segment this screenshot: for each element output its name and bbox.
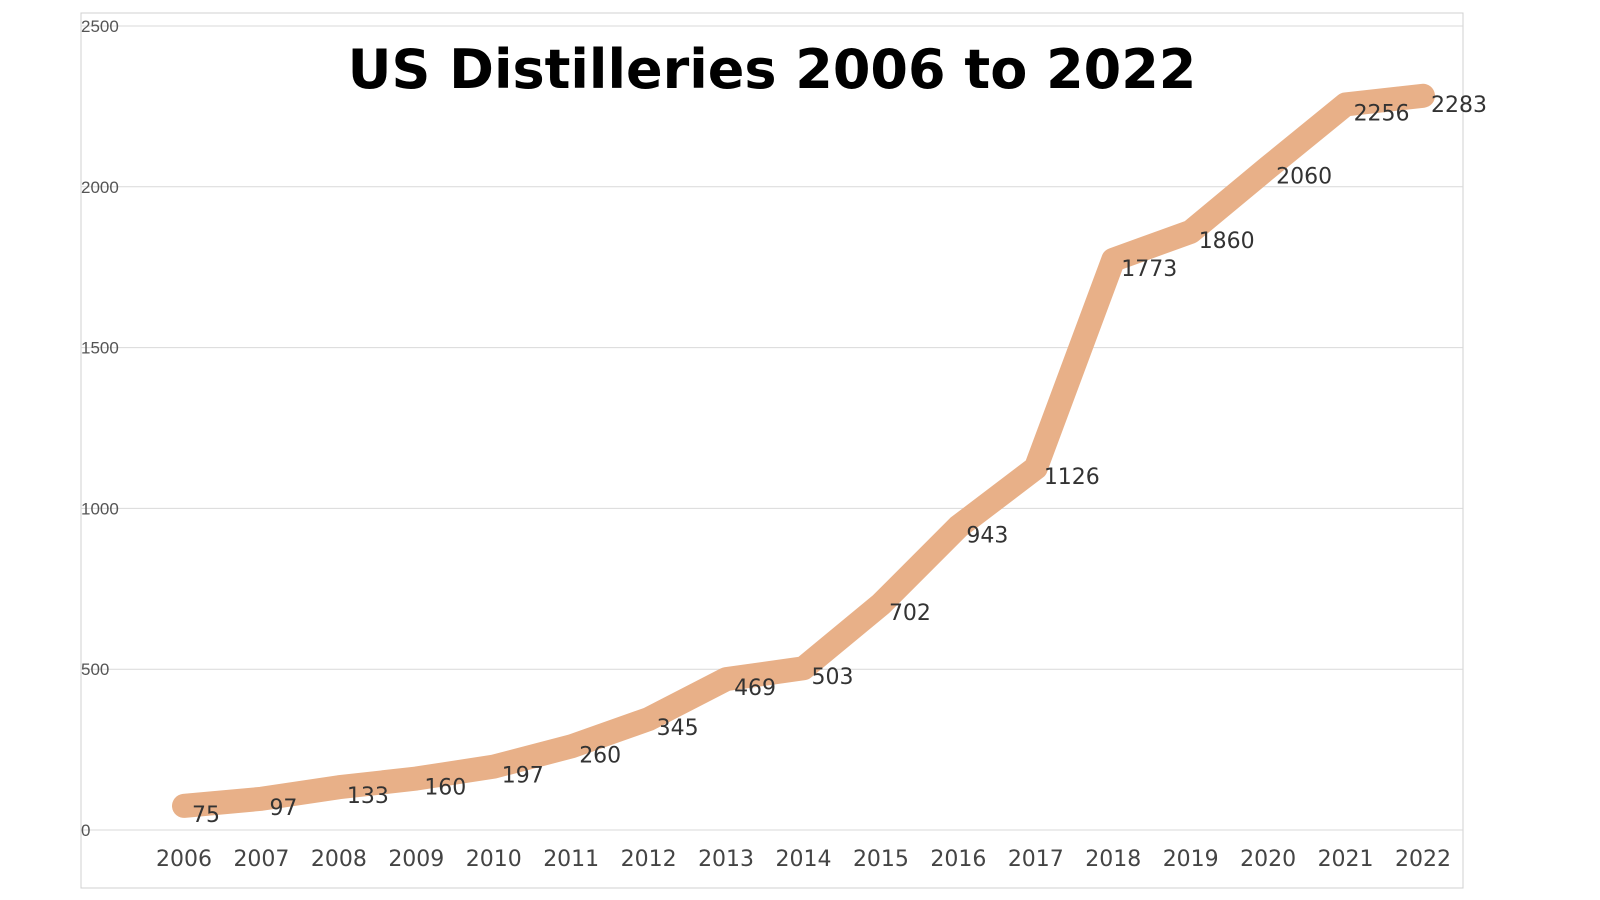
x-tick-label: 2012	[621, 847, 677, 872]
x-tick-label: 2010	[466, 847, 522, 872]
data-label: 2256	[1354, 101, 1410, 126]
data-label: 2060	[1276, 165, 1332, 190]
gridlines	[81, 25, 1463, 831]
data-label: 160	[424, 776, 466, 801]
x-tick-label: 2013	[698, 847, 754, 872]
series-line	[172, 83, 1435, 818]
data-labels: 75 97 133 160 197 260 345 469 503 702 943 1126 1773 1…	[192, 93, 1487, 828]
data-label: 1773	[1121, 257, 1177, 282]
y-tick-label: 1000	[81, 499, 119, 518]
x-tick-label: 2007	[233, 847, 289, 872]
x-tick-label: 2008	[311, 847, 367, 872]
data-label: 260	[579, 743, 621, 768]
data-label: 943	[966, 524, 1008, 549]
data-label: 1860	[1199, 229, 1255, 254]
chart-frame	[80, 12, 1464, 889]
x-tick-label: 2015	[853, 847, 909, 872]
x-tick-label: 2009	[388, 847, 444, 872]
x-tick-label: 2020	[1240, 847, 1296, 872]
x-tick-label: 2011	[543, 847, 599, 872]
data-label: 97	[269, 796, 297, 821]
x-tick-label: 2021	[1318, 847, 1374, 872]
y-tick-label: 2500	[81, 17, 119, 36]
x-tick-label: 2018	[1085, 847, 1141, 872]
x-axis-ticks: 2006 2007 2008 2009 2010 2011 2012 2013 2014 2015…	[156, 847, 1451, 872]
data-label: 469	[734, 676, 776, 701]
data-label: 345	[657, 716, 699, 741]
data-label: 1126	[1044, 465, 1100, 490]
series-line-path	[172, 83, 1435, 818]
x-tick-label: 2016	[930, 847, 986, 872]
data-label: 503	[812, 665, 854, 690]
chart-title: US Distilleries 2006 to 2022	[348, 38, 1197, 101]
y-tick-label: 500	[81, 660, 109, 679]
x-tick-label: 2022	[1395, 847, 1451, 872]
x-tick-label: 2006	[156, 847, 212, 872]
data-label: 2283	[1431, 93, 1487, 118]
y-tick-label: 1500	[81, 339, 119, 358]
data-label: 197	[502, 764, 544, 789]
y-tick-label: 0	[81, 821, 90, 840]
x-tick-label: 2014	[776, 847, 832, 872]
x-tick-label: 2017	[1008, 847, 1064, 872]
x-tick-label: 2019	[1163, 847, 1219, 872]
data-label: 75	[192, 803, 220, 828]
data-label: 133	[347, 784, 389, 809]
y-axis-ticks: 0 500 1000 1500 2000 2500	[81, 17, 119, 840]
y-tick-label: 2000	[81, 178, 119, 197]
data-label: 702	[889, 601, 931, 626]
